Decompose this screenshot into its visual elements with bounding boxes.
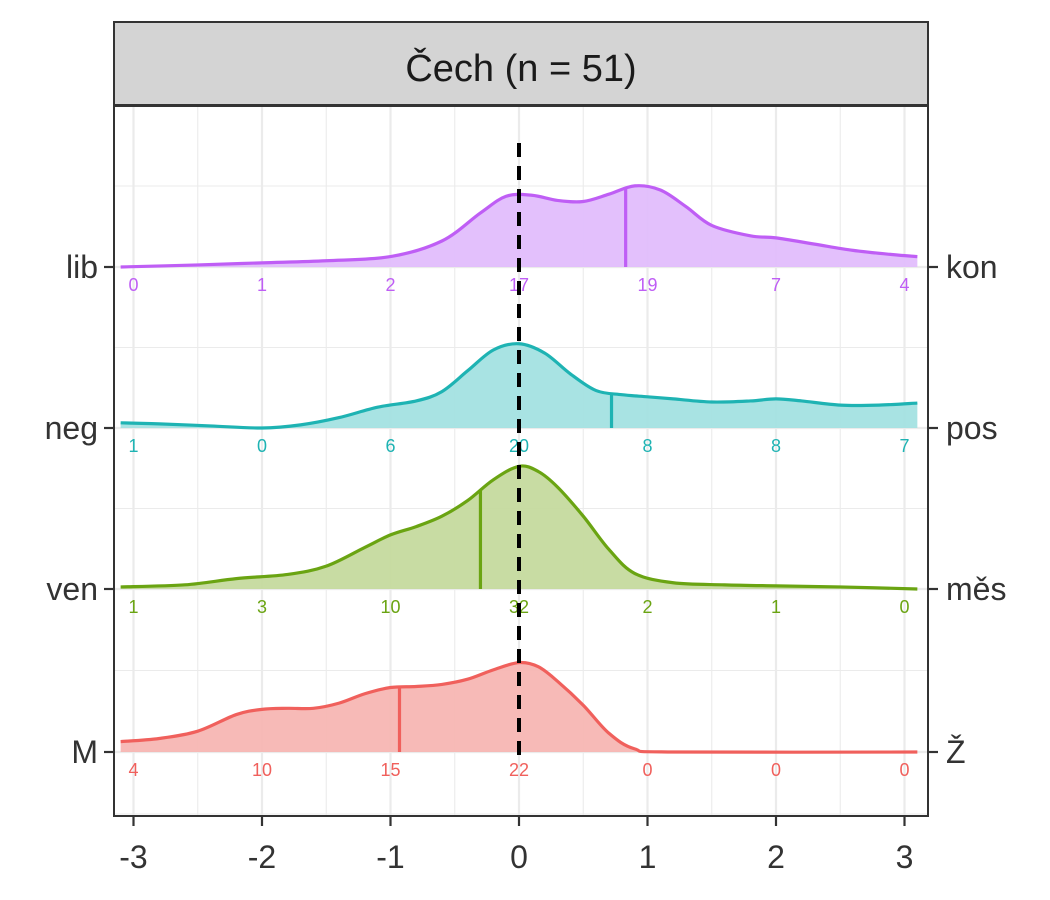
count-label: 0 bbox=[899, 760, 909, 780]
count-label: 0 bbox=[257, 436, 267, 456]
density-lib-kon bbox=[120, 184, 918, 269]
count-label: 7 bbox=[899, 436, 909, 456]
count-label: 0 bbox=[899, 597, 909, 617]
right-category-label: Ž bbox=[946, 734, 966, 770]
count-label: 8 bbox=[642, 436, 652, 456]
count-labels: 410152200013103221010620887012171974 bbox=[128, 275, 909, 780]
count-label: 0 bbox=[128, 275, 138, 295]
count-label: 2 bbox=[385, 275, 395, 295]
right-category-label: měs bbox=[946, 571, 1006, 607]
count-label: 22 bbox=[509, 760, 529, 780]
count-label: 15 bbox=[380, 760, 400, 780]
x-tick-label: -2 bbox=[248, 839, 276, 875]
density-ven-měs bbox=[120, 464, 918, 591]
count-label: 0 bbox=[771, 760, 781, 780]
count-label: 1 bbox=[771, 597, 781, 617]
x-tick-label: 0 bbox=[510, 839, 528, 875]
right-category-label: kon bbox=[946, 249, 998, 285]
count-label: 1 bbox=[257, 275, 267, 295]
count-label: 0 bbox=[642, 760, 652, 780]
left-category-label: ven bbox=[46, 571, 98, 607]
right-category-label: pos bbox=[946, 410, 998, 446]
left-category-label: lib bbox=[66, 249, 98, 285]
count-label: 10 bbox=[380, 597, 400, 617]
left-category-label: M bbox=[71, 734, 98, 770]
density-area bbox=[120, 465, 918, 589]
density-curve bbox=[120, 184, 918, 269]
left-category-label: neg bbox=[45, 410, 98, 446]
x-tick-label: 1 bbox=[639, 839, 657, 875]
count-label: 4 bbox=[128, 760, 138, 780]
count-label: 2 bbox=[642, 597, 652, 617]
panel-title: Čech (n = 51) bbox=[405, 46, 636, 90]
count-label: 7 bbox=[771, 275, 781, 295]
x-tick-label: -1 bbox=[376, 839, 404, 875]
density-curve bbox=[120, 464, 918, 591]
x-tick-label: -3 bbox=[119, 839, 147, 875]
count-label: 19 bbox=[637, 275, 657, 295]
count-label: 3 bbox=[257, 597, 267, 617]
count-label: 10 bbox=[252, 760, 272, 780]
count-label: 1 bbox=[128, 436, 138, 456]
count-label: 1 bbox=[128, 597, 138, 617]
count-label: 4 bbox=[899, 275, 909, 295]
density-area bbox=[120, 185, 918, 267]
panel-strip bbox=[113, 21, 929, 106]
count-label: 6 bbox=[385, 436, 395, 456]
plot-panel-border bbox=[113, 105, 929, 817]
count-label: 8 bbox=[771, 436, 781, 456]
x-tick-label: 3 bbox=[896, 839, 914, 875]
density-curve bbox=[120, 342, 918, 430]
density-curve bbox=[120, 660, 918, 754]
x-tick-label: 2 bbox=[767, 839, 785, 875]
